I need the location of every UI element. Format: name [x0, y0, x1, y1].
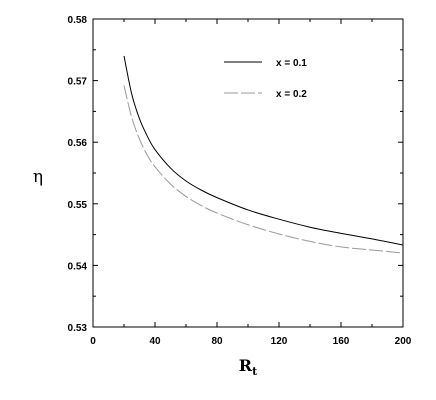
- y-tick-label: 0.56: [68, 138, 88, 149]
- x-tick-label: 200: [395, 336, 412, 347]
- x-tick-label: 160: [333, 336, 350, 347]
- data-curves: [123, 55, 404, 254]
- x-axis-label-subscript: t: [252, 365, 258, 378]
- legend-label-2: x = 0.2: [276, 89, 307, 100]
- y-tick-label: 0.55: [68, 200, 88, 211]
- x-tick-label: 0: [90, 336, 96, 347]
- x-axis-label-main: R: [239, 356, 253, 375]
- legend-label-1: x = 0.1: [276, 58, 307, 69]
- y-tick-label: 0.58: [68, 15, 88, 26]
- plot-frame: [92, 18, 404, 328]
- x-tick-label: 80: [211, 336, 223, 347]
- y-tick-label: 0.53: [68, 323, 88, 334]
- series-line-1: [123, 55, 404, 246]
- axis-ticks: 0 40 80 120 160 200 0.53 0.54 0.55 0.56 0.57 0.58: [68, 15, 412, 347]
- legend: x = 0.1 x = 0.2: [224, 58, 307, 100]
- y-tick-label: 0.54: [68, 261, 88, 272]
- series-line-2: [123, 85, 404, 254]
- x-axis-label: Rt: [239, 356, 258, 378]
- x-tick-label: 120: [271, 336, 288, 347]
- x-tick-label: 40: [149, 336, 161, 347]
- y-tick-label: 0.57: [68, 77, 88, 88]
- y-axis-label: η: [33, 167, 43, 187]
